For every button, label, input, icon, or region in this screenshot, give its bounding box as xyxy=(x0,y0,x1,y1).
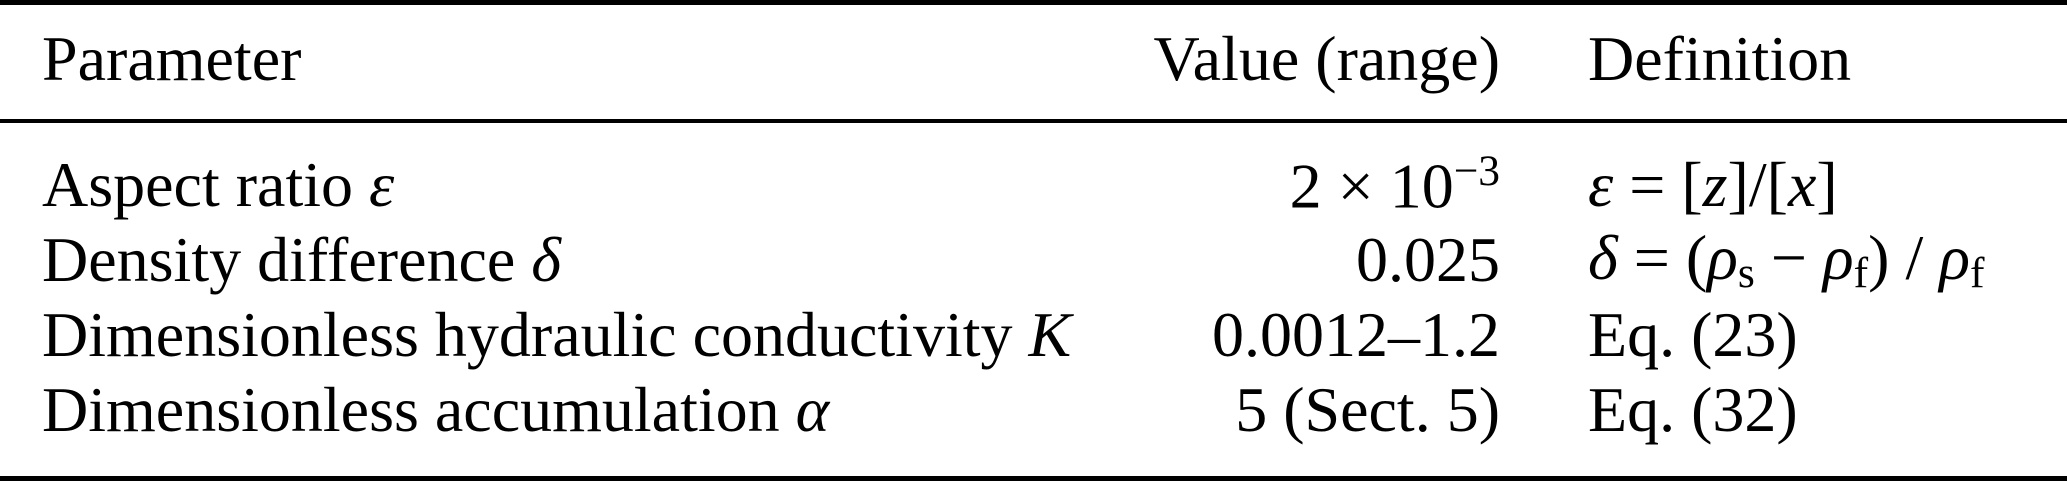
param-cell-accumulation: Dimensionless accumulation α xyxy=(42,374,830,446)
column-header-definition: Definition xyxy=(1588,22,1852,94)
table-bottom-rule xyxy=(0,476,2067,481)
definition-cell-hydraulic-conductivity: Eq. (23) xyxy=(1588,299,1798,371)
definition-cell-aspect-ratio: ε = [z]/[x] xyxy=(1588,149,1838,221)
column-header-value-range: Value (range) xyxy=(1153,22,1500,94)
table-header-rule xyxy=(0,119,2067,123)
param-cell-density-difference: Density difference δ xyxy=(42,224,562,296)
column-header-parameter: Parameter xyxy=(42,22,302,94)
value-cell-hydraulic-conductivity: 0.0012–1.2 xyxy=(1212,299,1500,371)
table-body: Aspect ratio ε 2 × 10−3 ε = [z]/[x] Dens… xyxy=(0,148,2067,448)
table-top-rule xyxy=(0,0,2067,5)
param-cell-aspect-ratio: Aspect ratio ε xyxy=(42,149,395,221)
table-header-row: Parameter Value (range) Definition xyxy=(0,5,2067,119)
value-cell-density-difference: 0.025 xyxy=(1356,224,1500,296)
value-cell-accumulation: 5 (Sect. 5) xyxy=(1235,374,1500,446)
param-cell-hydraulic-conductivity: Dimensionless hydraulic conductivity K xyxy=(42,299,1072,371)
value-cell-aspect-ratio: 2 × 10−3 xyxy=(1289,147,1500,223)
definition-cell-accumulation: Eq. (32) xyxy=(1588,374,1798,446)
definition-cell-density-difference: δ = (ρs − ρf) / ρf xyxy=(1588,222,1985,297)
